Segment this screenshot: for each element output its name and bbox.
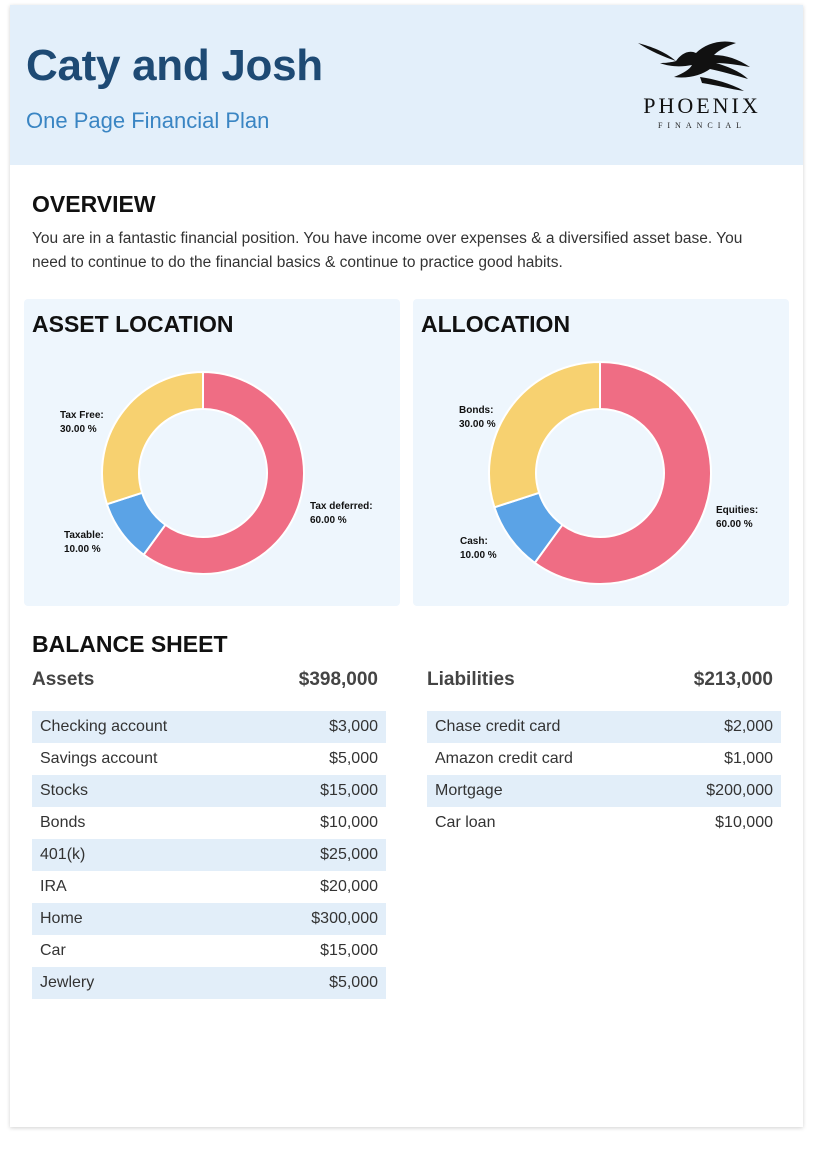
asset-location-chart: Tax Free: 30.00 % Taxable: 10.00 % Tax d… — [60, 370, 373, 575]
value-taxable: 10.00 % — [64, 544, 101, 555]
value-tax-deferred: 60.00 % — [310, 515, 347, 526]
table-row: Bonds $10,000 — [32, 807, 386, 839]
asset-name: Car — [40, 942, 66, 959]
assets-label: Assets — [32, 669, 95, 690]
label-cash: Cash: — [460, 536, 488, 547]
asset-name: Savings account — [40, 750, 158, 767]
asset-name: Home — [40, 910, 83, 927]
table-row: Car loan $10,000 — [427, 807, 781, 839]
label-taxable: Taxable: — [64, 530, 104, 541]
asset-name: 401(k) — [40, 846, 86, 863]
table-row: Chase credit card $2,000 — [427, 711, 781, 743]
label-bonds: Bonds: — [459, 405, 493, 416]
overview-heading: OVERVIEW — [32, 191, 156, 217]
slice-bonds — [488, 360, 601, 509]
asset-value: $25,000 — [320, 846, 378, 863]
table-row: Stocks $15,000 — [32, 775, 386, 807]
asset-value: $20,000 — [320, 878, 378, 895]
asset-name: Checking account — [40, 718, 168, 735]
liabilities-total: $213,000 — [693, 669, 773, 690]
table-row: Jewlery $5,000 — [32, 967, 386, 999]
value-cash: 10.00 % — [460, 550, 497, 561]
balance-sheet-heading: BALANCE SHEET — [32, 631, 228, 657]
value-tax-free: 30.00 % — [60, 424, 97, 435]
liability-value: $2,000 — [724, 718, 773, 735]
asset-name: Bonds — [40, 814, 86, 831]
logo-wordmark: PHOENIX — [643, 93, 761, 118]
allocation-panel: ALLOCATION Bonds: 30.00 % Cash: 10.00 % … — [413, 299, 789, 606]
liabilities-label: Liabilities — [427, 669, 515, 690]
asset-value: $5,000 — [329, 750, 378, 767]
table-row: Mortgage $200,000 — [427, 775, 781, 807]
liability-value: $200,000 — [706, 782, 773, 799]
table-row: Home $300,000 — [32, 903, 386, 935]
table-row: Amazon credit card $1,000 — [427, 743, 781, 775]
phoenix-logo: PHOENIX FINANCIAL — [630, 37, 780, 137]
table-row: Savings account $5,000 — [32, 743, 386, 775]
label-tax-deferred: Tax deferred: — [310, 501, 373, 512]
liabilities-table: Chase credit card $2,000 Amazon credit ca… — [427, 711, 781, 839]
allocation-chart: Bonds: 30.00 % Cash: 10.00 % Equities: 6… — [459, 360, 758, 585]
asset-value: $5,000 — [329, 974, 378, 991]
asset-name: IRA — [40, 878, 67, 895]
asset-name: Stocks — [40, 782, 89, 799]
assets-total: $398,000 — [298, 669, 378, 690]
liability-name: Amazon credit card — [435, 750, 573, 767]
value-bonds: 30.00 % — [459, 419, 496, 430]
logo-subtitle: FINANCIAL — [657, 121, 747, 130]
liability-value: $1,000 — [724, 750, 773, 767]
table-row: Car $15,000 — [32, 935, 386, 967]
assets-table: Checking account $3,000 Savings account $5… — [32, 711, 386, 999]
slice-tax-deferred — [142, 370, 305, 575]
phoenix-bird-icon — [638, 41, 750, 91]
liability-name: Chase credit card — [435, 718, 561, 735]
liability-value: $10,000 — [715, 814, 773, 831]
asset-value: $10,000 — [320, 814, 378, 831]
slice-tax-free — [101, 370, 204, 506]
plan-page: Caty and Josh One Page Financial Plan PH… — [10, 5, 803, 1127]
asset-location-panel: ASSET LOCATION Tax Free: 30.00 % Taxable… — [24, 299, 400, 606]
table-row: IRA $20,000 — [32, 871, 386, 903]
asset-value: $3,000 — [329, 718, 378, 735]
asset-value: $15,000 — [320, 782, 378, 799]
overview-text: You are in a fantastic financial positio… — [32, 230, 743, 271]
liability-name: Mortgage — [435, 782, 503, 799]
allocation-title: ALLOCATION — [421, 311, 571, 337]
page-subtitle: One Page Financial Plan — [26, 108, 270, 133]
asset-name: Jewlery — [40, 974, 95, 991]
asset-value: $300,000 — [311, 910, 378, 927]
asset-value: $15,000 — [320, 942, 378, 959]
liability-name: Car loan — [435, 814, 496, 831]
page-title: Caty and Josh — [26, 41, 323, 90]
header-banner: Caty and Josh One Page Financial Plan PH… — [10, 5, 803, 165]
value-equities: 60.00 % — [716, 519, 753, 530]
table-row: Checking account $3,000 — [32, 711, 386, 743]
asset-location-title: ASSET LOCATION — [32, 311, 234, 337]
slice-equities — [533, 360, 712, 585]
table-row: 401(k) $25,000 — [32, 839, 386, 871]
label-equities: Equities: — [716, 505, 758, 516]
label-tax-free: Tax Free: — [60, 410, 104, 421]
